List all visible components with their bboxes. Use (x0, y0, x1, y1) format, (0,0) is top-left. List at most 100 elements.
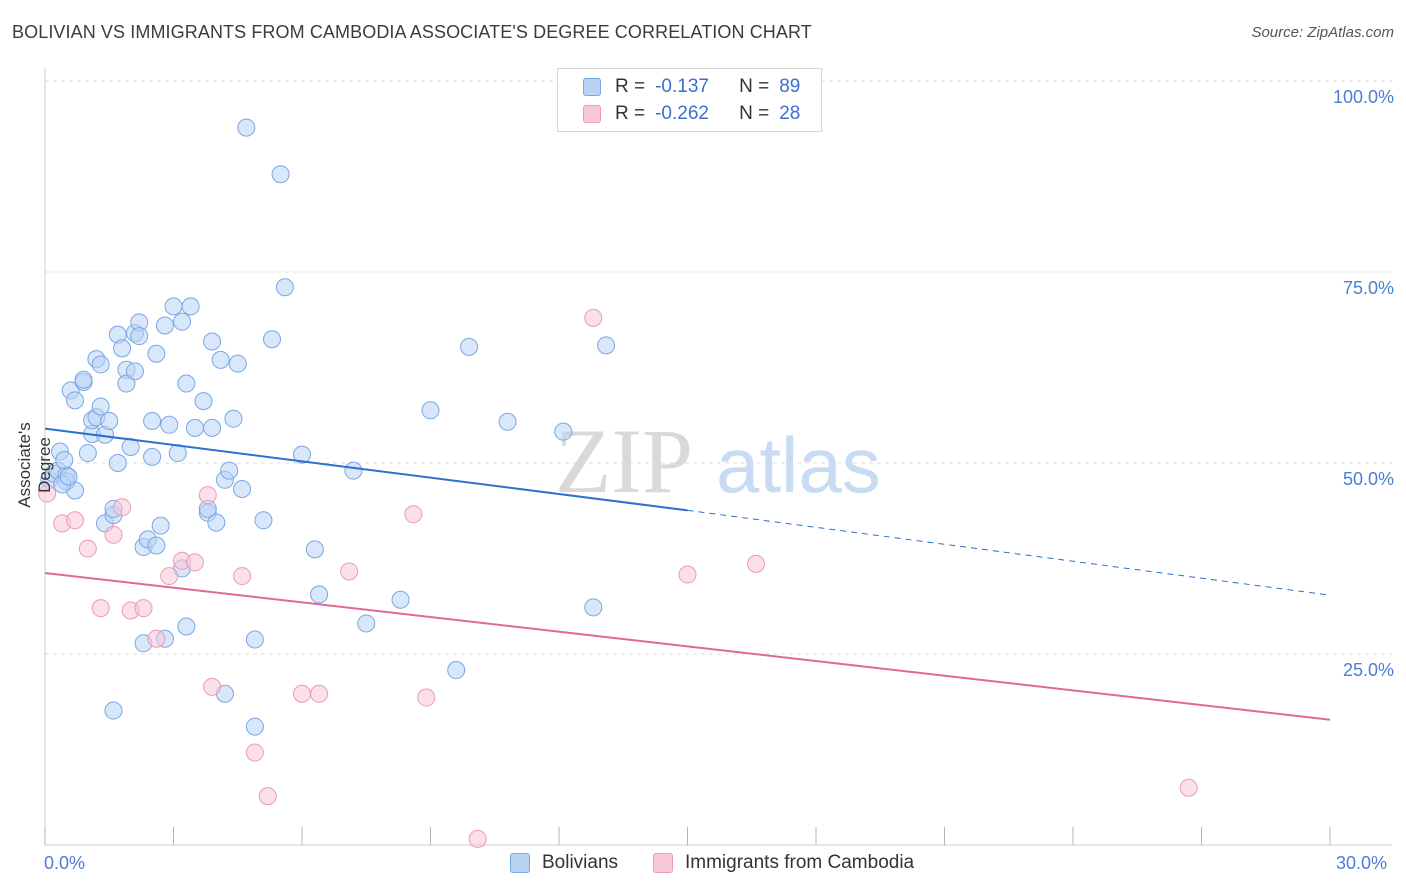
bolivians-points (40, 118, 616, 736)
cambodia-point (678, 565, 697, 584)
bolivian-point (460, 337, 479, 356)
blue-swatch (510, 853, 530, 873)
grid-lines (45, 80, 1392, 655)
pink-swatch (653, 853, 673, 873)
r-value: -0.262 (655, 103, 709, 124)
cambodia-point (65, 511, 84, 530)
cambodia-point (417, 688, 436, 707)
axes (44, 68, 1392, 846)
bolivian-point (254, 511, 273, 530)
cambodia-point (198, 486, 217, 505)
bolivian-point (293, 445, 311, 464)
cambodia-point (147, 629, 166, 648)
cambodia-point (310, 684, 329, 703)
cambodia-point (404, 505, 423, 524)
bolivian-point (91, 397, 110, 416)
cambodia-point (78, 539, 97, 558)
stats-legend: R = -0.137 N = 89 R = -0.262 N = 28 (557, 68, 822, 132)
cambodia-point (185, 553, 204, 572)
bolivian-point (357, 614, 376, 633)
chart-title: BOLIVIAN VS IMMIGRANTS FROM CAMBODIA ASS… (12, 22, 812, 42)
cambodia-trend-line (44, 572, 1331, 721)
bolivian-point (121, 437, 140, 456)
bolivian-point (173, 312, 192, 331)
bolivian-point (421, 401, 440, 420)
cambodia-point (113, 498, 132, 517)
cambodia-point (293, 684, 311, 703)
cambodia-point (203, 677, 222, 696)
bolivian-point (74, 370, 93, 389)
legend-label-cambodia: Immigrants from Cambodia (685, 852, 915, 873)
y-tick-100: 100.0% (1332, 87, 1394, 107)
bolivian-point (245, 630, 264, 649)
bolivian-point (78, 444, 97, 463)
bolivian-point (194, 392, 213, 411)
legend-item-bolivians: Bolivians (510, 852, 618, 874)
bolivian-point (203, 418, 222, 437)
bolivian-point (447, 661, 466, 680)
bolivian-point (228, 354, 247, 373)
pink-swatch (583, 105, 601, 123)
y-axis-label: Associate's Degree (15, 422, 54, 508)
watermark-zip: ZIP (555, 410, 693, 512)
cambodia-point (134, 599, 153, 618)
trend-lines (44, 427, 1331, 721)
n-label: N = (739, 103, 770, 124)
bolivian-point (59, 467, 78, 486)
bolivian-point (155, 316, 174, 335)
bolivian-point (305, 540, 324, 559)
cambodia-point (91, 599, 110, 618)
bolivian-point (143, 411, 162, 430)
cambodia-point (233, 567, 252, 586)
bolivian-point (597, 336, 616, 355)
bolivian-point (164, 297, 183, 316)
bolivian-point (91, 355, 110, 374)
bolivian-point (275, 278, 294, 297)
cambodia-point (38, 484, 57, 503)
bolivian-point (185, 418, 204, 437)
bolivian-point (220, 461, 239, 480)
bolivian-point (211, 350, 230, 369)
legend-row-cambodia: R = -0.262 N = 28 (583, 102, 800, 126)
r-label: R = (615, 76, 646, 97)
legend-item-cambodia: Immigrants from Cambodia (653, 852, 914, 874)
x-tick-30: 30.0% (1336, 853, 1388, 873)
cambodia-points (38, 308, 1198, 848)
bolivian-point (100, 411, 119, 430)
bolivian-point (130, 327, 149, 346)
bolivian-point (584, 598, 603, 617)
bolivian-point (143, 447, 162, 466)
bolivian-point (108, 454, 127, 472)
cambodia-point (1179, 778, 1198, 797)
bolivian-point (245, 717, 264, 736)
bolivian-point (391, 590, 410, 609)
cambodia-point (468, 829, 487, 848)
x-tick-0: 0.0% (44, 853, 86, 873)
cambodia-point (245, 743, 264, 762)
bolivian-point (344, 461, 363, 480)
blue-swatch (583, 78, 601, 96)
n-value: 89 (779, 76, 801, 97)
watermark-atlas: atlas (716, 421, 881, 509)
n-value: 28 (779, 103, 801, 124)
bolivian-point (147, 536, 166, 555)
bolivian-point (207, 513, 226, 532)
bolivian-point (271, 165, 290, 184)
y-tick-25: 25.0% (1342, 660, 1394, 680)
bolivian-point (177, 374, 196, 393)
bolivian-point (263, 330, 282, 349)
r-label: R = (615, 103, 646, 124)
bolivian-point (104, 701, 123, 720)
r-value: -0.137 (655, 76, 709, 97)
bolivian-point (237, 118, 256, 137)
n-label: N = (739, 76, 770, 97)
bolivian-point (181, 297, 200, 316)
cambodia-point (747, 554, 766, 573)
cambodia-point (104, 525, 123, 544)
bolivian-point (224, 409, 243, 428)
y-tick-50: 50.0% (1342, 469, 1394, 489)
cambodia-point (584, 308, 603, 327)
y-tick-75: 75.0% (1342, 278, 1394, 298)
bolivian-point (203, 332, 222, 351)
